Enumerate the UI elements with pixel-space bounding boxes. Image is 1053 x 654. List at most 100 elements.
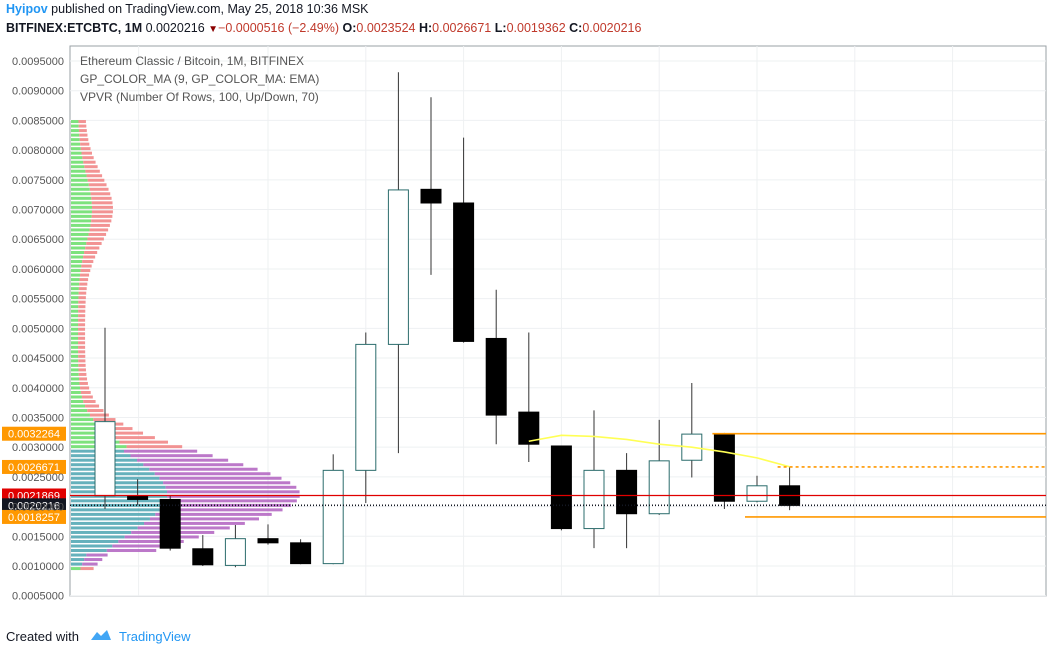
vp-bar-down xyxy=(85,404,100,408)
vp-bar-down xyxy=(87,409,104,413)
candle-body xyxy=(518,411,540,445)
y-tick-label: 0.0045000 xyxy=(12,353,64,365)
vp-bar-down xyxy=(155,512,272,516)
vp-bar-up xyxy=(71,422,98,426)
vp-bar-down xyxy=(137,458,229,462)
level-label: 0.0018257 xyxy=(8,512,60,524)
legend-symbol[interactable]: Ethereum Classic / Bitcoin, 1M, BITFINEX xyxy=(80,54,305,68)
vp-bar-up xyxy=(71,174,87,178)
tradingview-logo-icon[interactable] xyxy=(89,628,113,645)
vp-bar-down xyxy=(78,287,87,291)
vp-bar-down xyxy=(78,124,87,128)
vp-bar-up xyxy=(71,296,79,300)
level-label: 0.0032264 xyxy=(8,429,60,441)
vp-bar-up xyxy=(71,390,81,394)
vp-bar-up xyxy=(71,273,81,277)
vp-bar-down xyxy=(78,309,86,313)
level-label-bg xyxy=(2,459,66,474)
vp-bar-up xyxy=(71,508,160,512)
vp-bar-up xyxy=(71,544,113,548)
ma-line xyxy=(528,434,790,468)
chart-area[interactable]: 0.0032264 0.0026671 0.0021869 0.0020216 0.00… xyxy=(0,38,1053,614)
vp-bar-up xyxy=(71,359,79,363)
vp-bar-up xyxy=(71,323,79,327)
legend-ma[interactable]: GP_COLOR_MA (9, GP_COLOR_MA: EMA) xyxy=(80,72,320,86)
vp-bar-down xyxy=(80,386,90,390)
vp-bar-down xyxy=(86,174,103,178)
y-tick-label: 0.0090000 xyxy=(12,86,64,98)
vp-bar-up xyxy=(71,219,92,223)
vp-bar-up xyxy=(71,201,92,205)
vp-bar-up xyxy=(71,517,150,521)
y-tick-label: 0.0070000 xyxy=(12,205,64,217)
vp-bar-up xyxy=(71,503,164,507)
publish-info: published on TradingView.com, May 25, 20… xyxy=(51,2,369,16)
price-chart[interactable]: 0.00322640.00266710.00218690.00202160.00… xyxy=(0,38,1053,614)
last-price: 0.0020216 xyxy=(145,21,205,35)
vp-bar-up xyxy=(71,372,79,376)
high-label: H: xyxy=(418,21,433,35)
vp-bar-down xyxy=(81,264,92,268)
vp-bar-down xyxy=(149,517,259,521)
vp-bar-down xyxy=(78,305,86,309)
legend-vpvr[interactable]: VPVR (Number Of Rows, 100, Up/Down, 70) xyxy=(80,90,319,104)
vp-bar-down xyxy=(78,291,87,295)
tradingview-link[interactable]: TradingView xyxy=(118,629,191,644)
vp-bar-up xyxy=(71,129,79,133)
vp-bar-down xyxy=(81,151,92,155)
level-label-bg xyxy=(2,509,66,524)
author-name[interactable]: Hyipov xyxy=(6,2,48,16)
vp-bar-up xyxy=(71,291,79,295)
vp-bar-down xyxy=(87,178,105,182)
candle-body xyxy=(420,188,442,204)
footer: Created with TradingView xyxy=(6,628,191,645)
vp-bar-down xyxy=(81,395,93,399)
vp-bar-down xyxy=(91,201,113,205)
vp-bar-up xyxy=(71,562,83,566)
vp-bar-up xyxy=(71,246,86,250)
y-tick-label: 0.0015000 xyxy=(12,531,64,543)
y-tick-label: 0.0035000 xyxy=(12,412,64,424)
vp-bar-up xyxy=(71,232,89,236)
y-tick-label: 0.0020000 xyxy=(12,502,64,514)
vp-bar-down xyxy=(84,251,98,254)
vp-bar-down xyxy=(78,345,86,349)
vp-bar-down xyxy=(91,219,112,223)
candle-body xyxy=(453,202,475,342)
vp-bar-down xyxy=(86,553,108,557)
y-tick-label: 0.0085000 xyxy=(12,115,64,127)
vp-bar-up xyxy=(71,413,90,417)
vp-bar-up xyxy=(71,278,80,282)
vp-bar-up xyxy=(71,345,79,349)
vp-bar-down xyxy=(137,526,230,530)
vp-bar-up xyxy=(71,418,94,422)
vp-bar-up xyxy=(71,138,80,142)
vp-bar-down xyxy=(79,282,88,286)
vp-bar-down xyxy=(87,237,104,241)
vp-bar-down xyxy=(82,260,94,264)
vp-bar-down xyxy=(80,269,91,273)
vp-bar-down xyxy=(84,165,98,169)
vp-bar-down xyxy=(84,558,103,562)
vp-bar-down xyxy=(90,192,111,196)
candle-body xyxy=(746,485,768,502)
vp-bar-down xyxy=(80,273,90,277)
vp-bar-down xyxy=(78,341,86,345)
vp-bar-up xyxy=(71,400,84,404)
vp-bar-down xyxy=(149,467,258,471)
vp-bar-down xyxy=(79,278,89,282)
y-tick-label: 0.0040000 xyxy=(12,383,64,395)
vp-bar-up xyxy=(71,490,167,494)
vp-bar-up xyxy=(71,228,90,232)
vp-bar-down xyxy=(123,449,198,453)
vp-bar-down xyxy=(166,490,300,494)
candle-body xyxy=(290,542,312,565)
vp-bar-up xyxy=(71,395,82,399)
vp-bar-up xyxy=(71,327,79,331)
vp-bar-down xyxy=(159,476,282,480)
down-arrow-icon: ▼ xyxy=(208,24,219,35)
vp-bar-down xyxy=(106,549,157,553)
vp-bar-up xyxy=(71,368,79,372)
candle-body xyxy=(322,469,344,565)
high-value: 0.0026671 xyxy=(432,21,492,35)
